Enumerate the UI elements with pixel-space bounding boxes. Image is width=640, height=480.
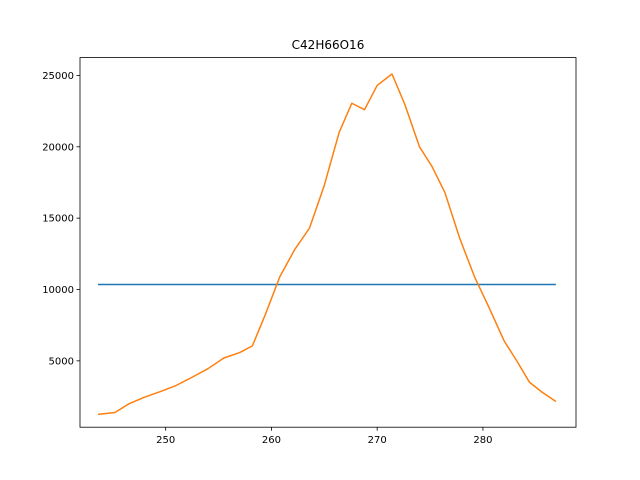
series-layer [97,73,557,416]
y-tick-label: 15000 [42,214,74,225]
y-tick-label: 20000 [42,142,74,153]
series-line-1 [97,73,557,416]
chart-title: C42H66O16 [292,38,365,52]
y-tick-label: 25000 [42,71,74,82]
x-tick-label: 250 [156,435,175,446]
y-tick-label: 10000 [42,285,74,296]
x-tick-label: 270 [368,435,387,446]
axes-layer: 250 260 270 280 5000 10000 15000 20000 25000 [42,71,492,446]
x-tick-label: 260 [262,435,281,446]
x-tick-label: 280 [473,435,492,446]
y-tick-label: 5000 [49,356,74,367]
plot-frame [79,57,577,428]
